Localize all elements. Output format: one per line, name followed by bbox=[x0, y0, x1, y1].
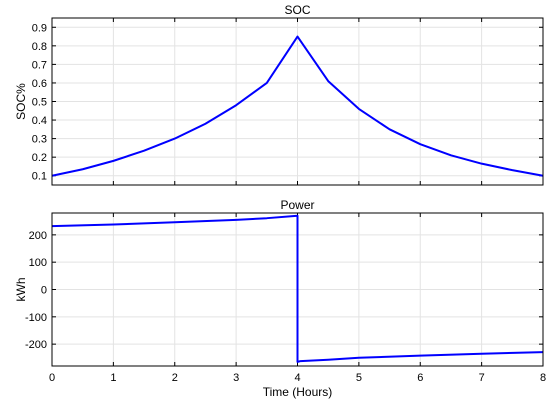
soc-y-tick-label: 0.6 bbox=[32, 78, 47, 90]
power-chart: -200 -100 0 100 200 0 1 2 3 4 5 6 7 8 Power kWh Time (Ho… bbox=[14, 198, 546, 399]
soc-y-tick-label: 0.1 bbox=[32, 171, 47, 183]
soc-y-tick-label: 0.9 bbox=[32, 22, 47, 34]
soc-y-tick-label: 0.4 bbox=[32, 115, 47, 127]
power-x-tick-label: 7 bbox=[479, 372, 485, 384]
soc-y-tick-label: 0.2 bbox=[32, 152, 47, 164]
power-x-tick-label: 2 bbox=[172, 372, 178, 384]
power-axes-box bbox=[51, 212, 544, 367]
soc-y-tick-label: 0.8 bbox=[32, 41, 47, 53]
power-y-tick-label: -100 bbox=[25, 312, 47, 324]
power-x-tick-label: 0 bbox=[49, 372, 55, 384]
soc-y-tick-label: 0.7 bbox=[32, 59, 47, 71]
power-x-tick-label: 6 bbox=[417, 372, 423, 384]
soc-y-axis-label: SOC% bbox=[14, 83, 28, 120]
power-chart-title: Power bbox=[280, 198, 314, 212]
soc-y-tick-label: 0.5 bbox=[32, 97, 47, 109]
soc-axes-box bbox=[51, 17, 544, 186]
soc-chart-title: SOC bbox=[284, 3, 310, 17]
power-x-tick-label: 4 bbox=[294, 372, 300, 384]
power-x-tick-label: 8 bbox=[540, 372, 546, 384]
power-series-line bbox=[51, 214, 544, 363]
power-x-tick-label: 5 bbox=[356, 372, 362, 384]
power-x-tick-label: 1 bbox=[110, 372, 116, 384]
power-x-tick-label: 3 bbox=[233, 372, 239, 384]
soc-series-line bbox=[51, 35, 544, 177]
soc-chart: 0.1 0.2 0.3 0.4 0.5 0.6 0.7 0.8 0.9 SOC SOC% bbox=[14, 3, 544, 186]
power-y-axis-label: kWh bbox=[14, 278, 28, 302]
power-y-tick-label: 200 bbox=[29, 230, 47, 242]
power-y-tick-label: -200 bbox=[25, 339, 47, 351]
power-y-tick-label: 0 bbox=[41, 285, 47, 297]
power-x-axis-label: Time (Hours) bbox=[263, 385, 333, 399]
power-y-tick-label: 100 bbox=[29, 257, 47, 269]
soc-y-tick-label: 0.3 bbox=[32, 134, 47, 146]
